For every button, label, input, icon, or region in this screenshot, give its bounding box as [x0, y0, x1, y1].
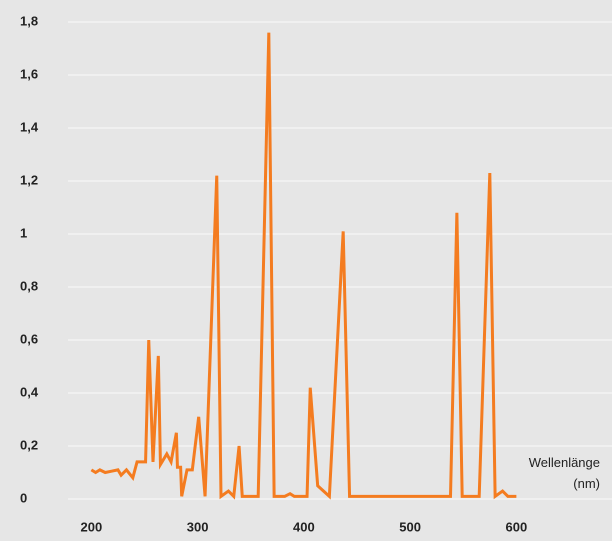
- y-tick-label: 0,2: [20, 437, 38, 452]
- y-tick-label: 0,8: [20, 278, 38, 293]
- x-axis-label: Wellenlänge (nm): [528, 455, 600, 491]
- y-tick-label: 1,4: [20, 119, 39, 134]
- y-tick-label: 1,2: [20, 172, 38, 187]
- x-tick-label: 600: [506, 519, 528, 534]
- x-tick-label: 400: [293, 519, 315, 534]
- x-tick-label: 200: [81, 519, 103, 534]
- data-line: [90, 32, 517, 500]
- y-tick-label: 0,4: [20, 384, 39, 399]
- x-tick-label: 500: [399, 519, 421, 534]
- y-tick-label: 0: [20, 490, 27, 505]
- y-tick-label: 1: [20, 225, 27, 240]
- y-tick-label: 1,8: [20, 13, 38, 28]
- y-tick-label: 0,6: [20, 331, 38, 346]
- x-tick-label: 300: [187, 519, 209, 534]
- y-tick-label: 1,6: [20, 66, 38, 81]
